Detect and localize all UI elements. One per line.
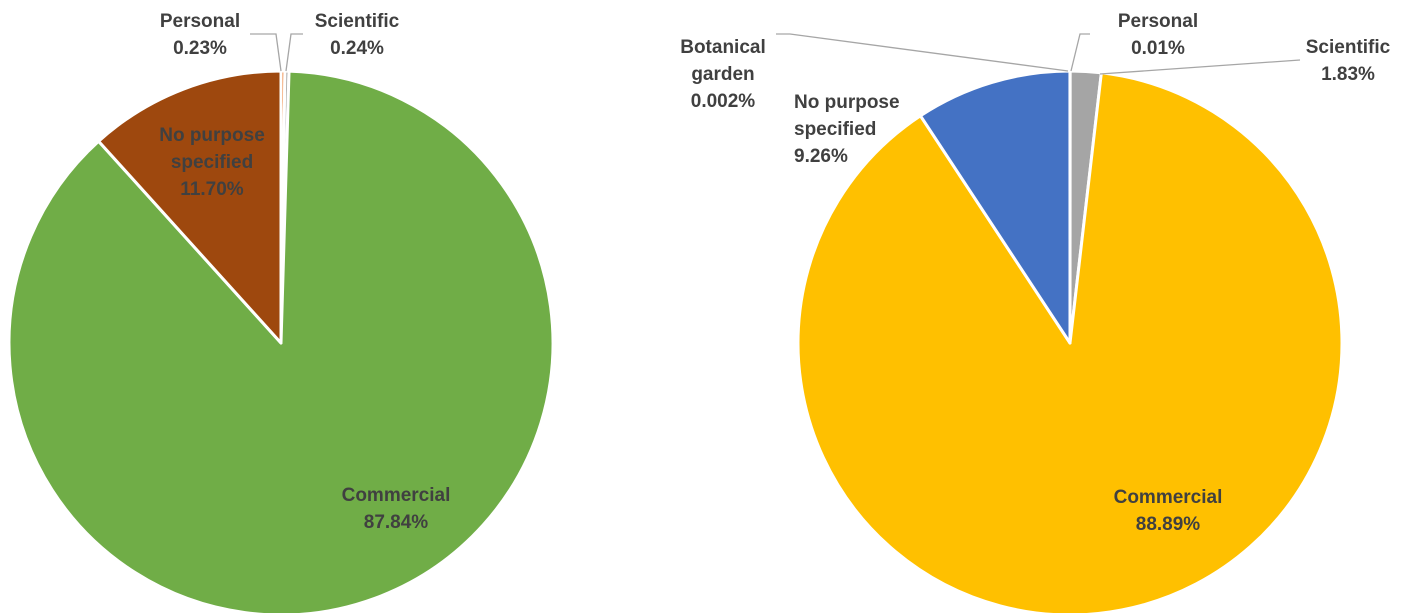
data-label-name: specified xyxy=(171,152,253,173)
data-label-name: garden xyxy=(691,64,754,85)
data-label-commercial: Commercial 87.84% xyxy=(342,485,451,533)
data-label-no-purpose-specified: No purpose specified 11.70% xyxy=(159,125,265,200)
data-label-commercial: Commercial 88.89% xyxy=(1114,487,1223,535)
data-label-name: No purpose xyxy=(159,125,265,146)
pie-chart-right: Personal 0.01% Scientific 1.83% Commercial 88… xyxy=(680,11,1391,613)
data-label-value: 9.26% xyxy=(794,146,848,167)
data-label-name: Commercial xyxy=(342,485,451,506)
data-label-name: specified xyxy=(794,119,876,140)
pie-slice-commercial xyxy=(7,69,555,613)
leader-line-scientific xyxy=(285,33,303,72)
data-label-personal: Personal 0.01% xyxy=(1118,11,1198,59)
pie-slice-no-purpose-specified xyxy=(97,69,283,345)
data-label-value: 0.01% xyxy=(1131,38,1185,59)
leader-line-personal xyxy=(1070,33,1090,72)
data-label-value: 11.70% xyxy=(180,179,243,200)
leader-line-scientific xyxy=(1099,59,1301,75)
data-label-value: 88.89% xyxy=(1136,514,1201,535)
data-label-value: 0.23% xyxy=(173,38,227,59)
data-label-value: 1.83% xyxy=(1321,64,1375,85)
data-label-value: 0.002% xyxy=(691,91,756,112)
data-label-name: Commercial xyxy=(1114,487,1223,508)
data-label-personal: Personal 0.23% xyxy=(160,11,240,59)
data-label-no-purpose-specified: No purpose specified 9.26% xyxy=(794,92,900,167)
data-label-scientific: Scientific 0.24% xyxy=(315,11,400,59)
data-label-name: Scientific xyxy=(315,11,400,32)
data-label-name: Personal xyxy=(160,11,240,32)
data-label-scientific: Scientific 1.83% xyxy=(1306,37,1391,85)
data-label-value: 87.84% xyxy=(364,512,429,533)
pie-slice-no-purpose-specified xyxy=(918,69,1072,345)
data-label-name: Botanical xyxy=(680,37,766,58)
data-label-value: 0.24% xyxy=(330,38,384,59)
leader-line-personal xyxy=(250,33,282,72)
data-label-botanical-garden: Botanical garden 0.002% xyxy=(680,37,766,112)
data-label-name: Personal xyxy=(1118,11,1198,32)
leader-line-botanical-garden xyxy=(776,33,1069,72)
pie-chart-left: Personal 0.23% Scientific 0.24% Commercial 87… xyxy=(7,11,555,613)
data-label-name: No purpose xyxy=(794,92,900,113)
data-label-name: Scientific xyxy=(1306,37,1391,58)
